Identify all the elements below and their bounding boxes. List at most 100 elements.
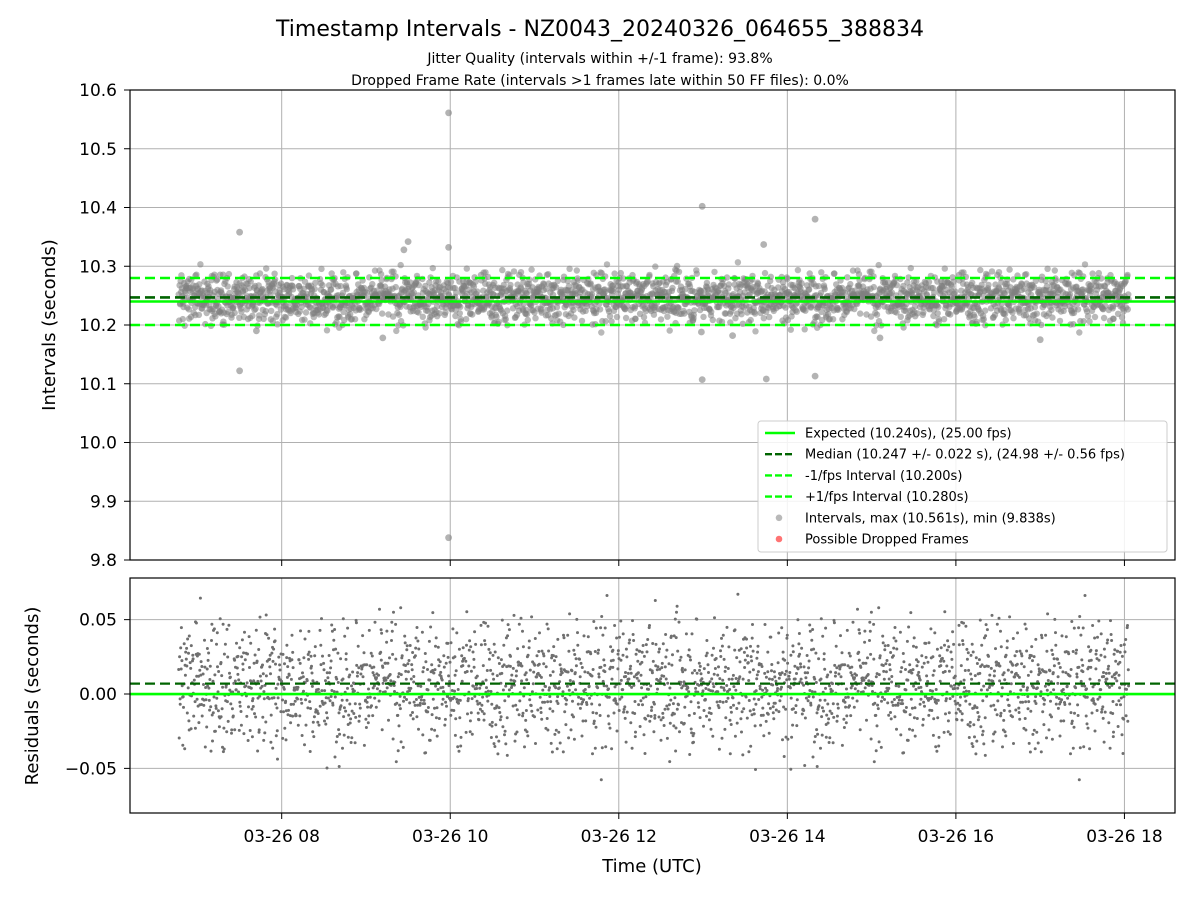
residual-point xyxy=(732,704,735,707)
residual-point xyxy=(888,678,891,681)
residual-point xyxy=(291,651,294,654)
residual-point xyxy=(620,659,623,662)
residual-point xyxy=(753,712,756,715)
residual-point xyxy=(487,690,490,693)
interval-point xyxy=(611,270,617,276)
residual-point xyxy=(237,678,240,681)
residual-point xyxy=(473,695,476,698)
residual-point xyxy=(883,648,886,651)
residual-point xyxy=(656,668,659,671)
residual-point xyxy=(683,722,686,725)
residual-point xyxy=(469,645,472,648)
residual-point xyxy=(944,670,947,673)
residual-point xyxy=(210,750,213,753)
residual-point xyxy=(663,724,666,727)
residual-point xyxy=(339,657,342,660)
residual-point xyxy=(882,670,885,673)
interval-point xyxy=(664,314,670,320)
residual-point xyxy=(210,639,213,642)
residual-point xyxy=(735,677,738,680)
residual-point xyxy=(492,678,495,681)
residual-point xyxy=(411,668,414,671)
residual-point xyxy=(441,703,444,706)
residual-point xyxy=(269,672,272,675)
residual-point xyxy=(650,715,653,718)
residual-point xyxy=(261,685,264,688)
residual-point xyxy=(520,679,523,682)
residual-point xyxy=(225,730,228,733)
residual-point xyxy=(601,634,604,637)
legend-label: +1/fps Interval (10.280s) xyxy=(805,490,969,505)
residual-point xyxy=(477,718,480,721)
interval-point xyxy=(658,316,664,322)
residual-point xyxy=(894,626,897,629)
residual-point xyxy=(181,744,184,747)
interval-point xyxy=(711,269,717,275)
residual-point xyxy=(920,698,923,701)
residual-point xyxy=(503,663,506,666)
residual-point xyxy=(667,708,670,711)
interval-point xyxy=(1092,314,1098,320)
residual-point xyxy=(625,648,628,651)
interval-point xyxy=(950,279,956,285)
residual-point xyxy=(261,716,264,719)
residual-point xyxy=(733,649,736,652)
residual-point xyxy=(622,711,625,714)
residual-point xyxy=(881,635,884,638)
residual-point xyxy=(342,617,345,620)
residual-point xyxy=(840,675,843,678)
residual-point xyxy=(812,756,815,759)
intervals-y-axis-label: Intervals (seconds) xyxy=(39,239,60,411)
residual-point xyxy=(504,730,507,733)
residual-point xyxy=(336,735,339,738)
residual-point xyxy=(634,731,637,734)
residual-point xyxy=(413,701,416,704)
residual-point xyxy=(652,730,655,733)
residual-point xyxy=(244,658,247,661)
residual-point xyxy=(876,704,879,707)
residual-point xyxy=(333,690,336,693)
residual-point xyxy=(472,685,475,688)
residual-point xyxy=(494,651,497,654)
residual-point xyxy=(767,702,770,705)
residual-point xyxy=(180,626,183,629)
residual-point xyxy=(994,708,997,711)
residual-point xyxy=(461,680,464,683)
interval-point xyxy=(504,307,510,313)
residual-point xyxy=(616,730,619,733)
residual-point xyxy=(987,655,990,658)
residual-point xyxy=(961,639,964,642)
residual-point xyxy=(463,657,466,660)
residual-point xyxy=(914,688,917,691)
residual-point xyxy=(662,675,665,678)
residual-point xyxy=(259,616,262,619)
residual-point xyxy=(611,649,614,652)
residual-point xyxy=(925,656,928,659)
residual-point xyxy=(441,679,444,682)
residual-point xyxy=(693,669,696,672)
interval-point xyxy=(430,265,436,271)
residual-point xyxy=(291,634,294,637)
residual-point xyxy=(445,705,448,708)
residual-point xyxy=(627,678,630,681)
residual-point xyxy=(1012,637,1015,640)
residual-point xyxy=(426,710,429,713)
residual-point xyxy=(470,711,473,714)
residual-point xyxy=(540,718,543,721)
residual-point xyxy=(721,679,724,682)
residual-point xyxy=(503,733,506,736)
residual-point xyxy=(552,645,555,648)
legend-marker xyxy=(776,536,783,543)
residual-point xyxy=(924,642,927,645)
residual-point xyxy=(607,687,610,690)
residual-point xyxy=(773,670,776,673)
residual-point xyxy=(960,664,963,667)
residual-point xyxy=(577,703,580,706)
residual-point xyxy=(506,754,509,757)
interval-point xyxy=(952,288,958,294)
residual-point xyxy=(783,659,786,662)
residual-point xyxy=(206,668,209,671)
residual-point xyxy=(366,706,369,709)
residual-point xyxy=(596,686,599,689)
residual-point xyxy=(690,700,693,703)
